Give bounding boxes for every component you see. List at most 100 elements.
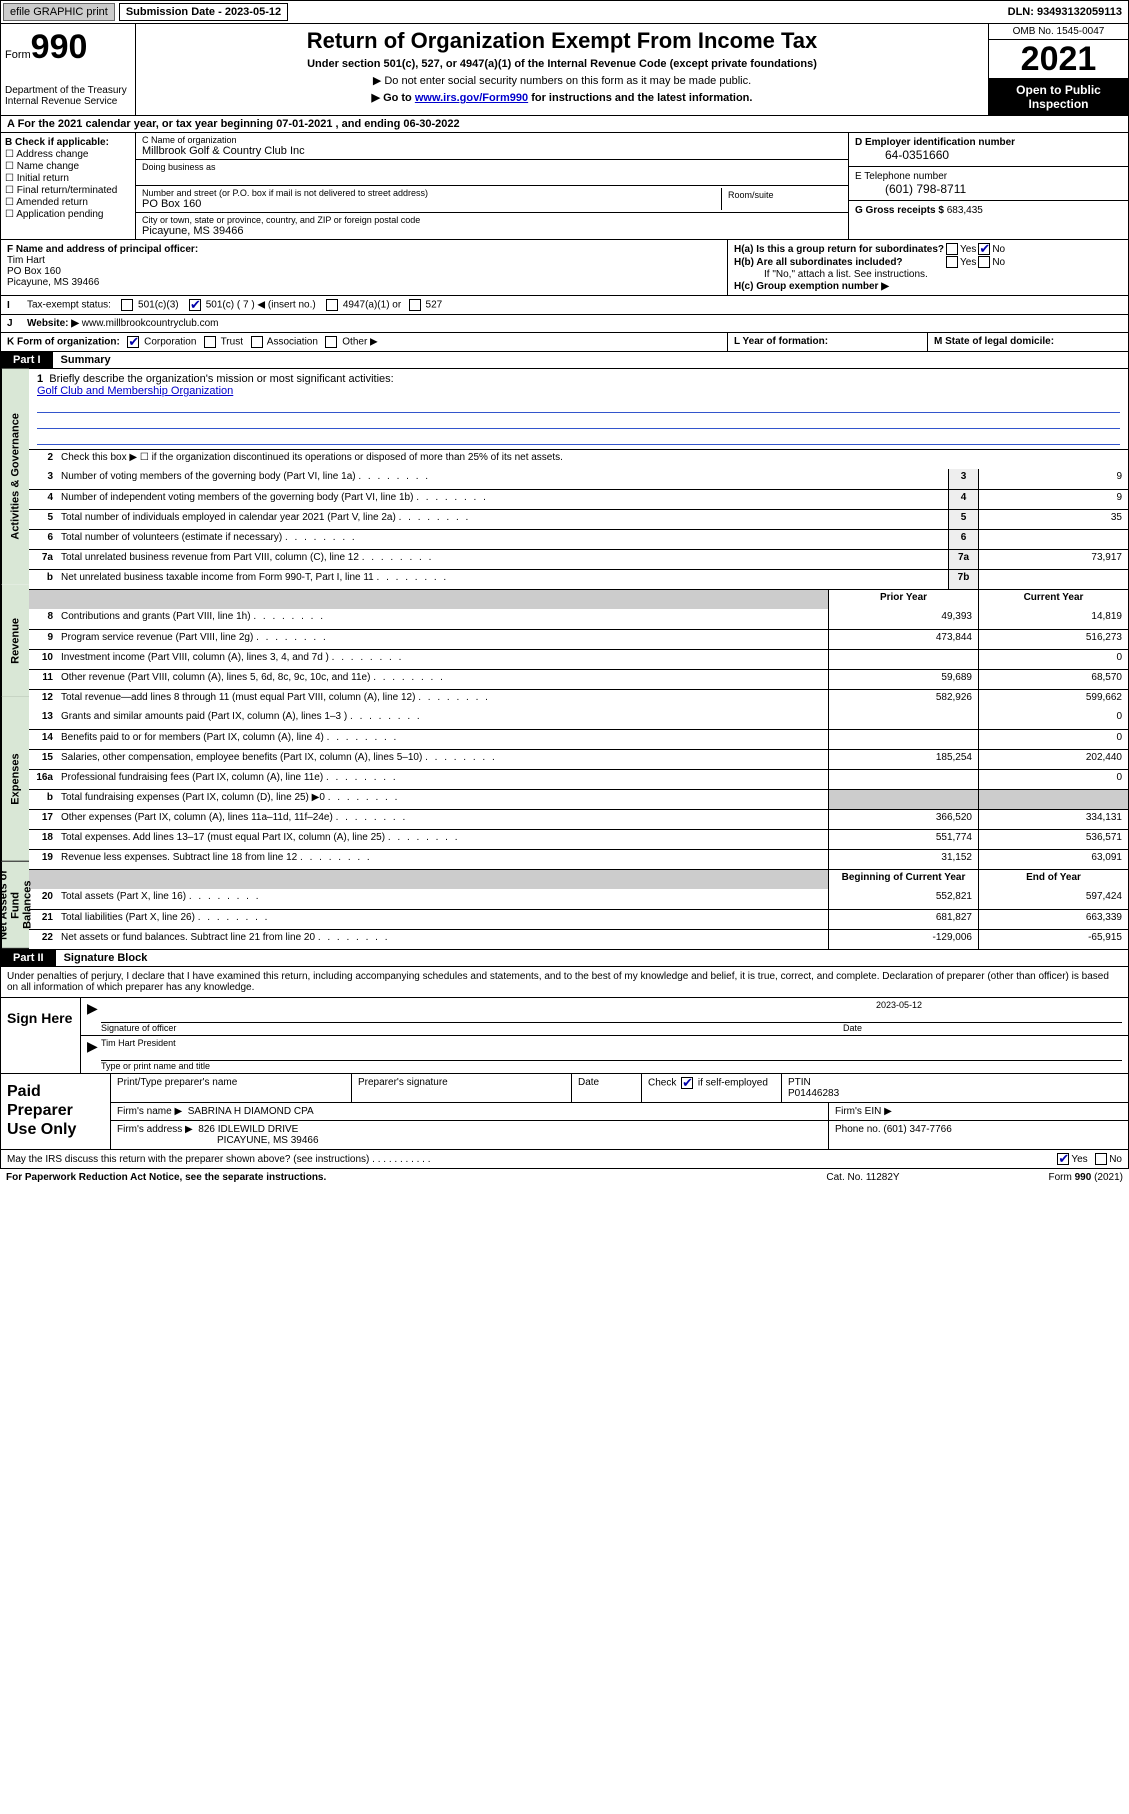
col-h-group: H(a) Is this a group return for subordin… [728, 240, 1128, 295]
exp-line-16a: 16aProfessional fundraising fees (Part I… [29, 769, 1128, 789]
rev-line-10: 10Investment income (Part VIII, column (… [29, 649, 1128, 669]
ha-no-checkbox[interactable] [978, 243, 990, 255]
ha-yes-label: Yes [960, 244, 976, 255]
line-num: 9 [29, 630, 57, 649]
prior-year-val: 366,520 [828, 810, 978, 829]
line-desc: Professional fundraising fees (Part IX, … [57, 770, 828, 789]
irs-discuss-text: May the IRS discuss this return with the… [7, 1154, 369, 1165]
prior-year-val: 59,689 [828, 670, 978, 689]
line-num: 16a [29, 770, 57, 789]
dba-cell: Doing business as [136, 160, 848, 186]
sign-here-block: Sign Here ▶ 2023-05-12 Signature of offi… [0, 998, 1129, 1074]
hb-yes-label: Yes [960, 257, 976, 268]
row-i-label: I [7, 300, 27, 311]
ha-yes-checkbox[interactable] [946, 243, 958, 255]
colhdr-current: Current Year [978, 590, 1128, 609]
prior-year-val: 185,254 [828, 750, 978, 769]
line-num: b [29, 570, 57, 589]
ha-label: H(a) Is this a group return for subordin… [734, 244, 944, 255]
org-name-cell: C Name of organization Millbrook Golf & … [136, 133, 848, 160]
hb-no-checkbox[interactable] [978, 256, 990, 268]
irs-no-checkbox[interactable] [1095, 1153, 1107, 1165]
line-desc: Grants and similar amounts paid (Part IX… [57, 709, 828, 729]
opt-corp: Corporation [144, 337, 196, 348]
dln: DLN: 93493132059113 [1002, 4, 1128, 20]
chk-amended-return[interactable]: ☐ Amended return [5, 197, 131, 208]
rev-line-12: 12Total revenue—add lines 8 through 11 (… [29, 689, 1128, 709]
net-line-20: 20Total assets (Part X, line 16) 552,821… [29, 889, 1128, 909]
line-desc: Total unrelated business revenue from Pa… [57, 550, 948, 569]
line-num: 18 [29, 830, 57, 849]
chk-501c3[interactable] [121, 299, 133, 311]
prep-name-hdr: Print/Type preparer's name [111, 1074, 351, 1102]
line-1-num: 1 [37, 373, 43, 385]
line-desc: Total liabilities (Part X, line 26) [57, 910, 828, 929]
exp-line-b: bTotal fundraising expenses (Part IX, co… [29, 789, 1128, 809]
chk-trust[interactable] [204, 336, 216, 348]
ha-no-label: No [992, 244, 1005, 255]
chk-label-3: Final return/terminated [17, 185, 118, 196]
omb-number: OMB No. 1545-0047 [989, 24, 1128, 40]
chk-address-change[interactable]: ☐ Address change [5, 149, 131, 160]
officer-addr2: Picayune, MS 39466 [7, 277, 721, 288]
form-org-label: K Form of organization: [7, 337, 120, 348]
line-num: 4 [29, 490, 57, 509]
prior-year-val [828, 770, 978, 789]
chk-final-return[interactable]: ☐ Final return/terminated [5, 185, 131, 196]
chk-self-employed[interactable] [681, 1077, 693, 1089]
chk-501c[interactable] [189, 299, 201, 311]
officer-addr1: PO Box 160 [7, 266, 721, 277]
current-year-val: 0 [978, 709, 1128, 729]
prep-check-pre: Check [648, 1078, 679, 1089]
opt-501c3: 501(c)(3) [138, 300, 179, 311]
line-desc: Revenue less expenses. Subtract line 18 … [57, 850, 828, 869]
prep-row-1: Print/Type preparer's name Preparer's si… [111, 1074, 1128, 1103]
mission-rule-3 [37, 431, 1120, 445]
part-1-header: Part I Summary [0, 352, 1129, 369]
current-year-val: 68,570 [978, 670, 1128, 689]
line-desc: Total revenue—add lines 8 through 11 (mu… [57, 690, 828, 709]
line-desc: Investment income (Part VIII, column (A)… [57, 650, 828, 669]
line-val [978, 530, 1128, 549]
chk-4947[interactable] [326, 299, 338, 311]
current-year-val: 663,339 [978, 910, 1128, 929]
irs-yes-checkbox[interactable] [1057, 1153, 1069, 1165]
line-num: 14 [29, 730, 57, 749]
address-row: Number and street (or P.O. box if mail i… [136, 186, 848, 213]
chk-application-pending[interactable]: ☐ Application pending [5, 209, 131, 220]
prior-year-val: -129,006 [828, 930, 978, 949]
current-year-val: 599,662 [978, 690, 1128, 709]
row-i-tax-status: I Tax-exempt status: 501(c)(3) 501(c) ( … [0, 296, 1129, 315]
chk-initial-return[interactable]: ☐ Initial return [5, 173, 131, 184]
gov-line-7a: 7aTotal unrelated business revenue from … [29, 549, 1128, 569]
part-1-title: Summary [53, 352, 119, 368]
chk-association[interactable] [251, 336, 263, 348]
net-line-22: 22Net assets or fund balances. Subtract … [29, 929, 1128, 949]
efile-print-button[interactable]: efile GRAPHIC print [3, 3, 115, 21]
irs-link[interactable]: www.irs.gov/Form990 [415, 92, 528, 104]
mission-link[interactable]: Golf Club and Membership Organization [37, 385, 233, 397]
info-grid: B Check if applicable: ☐ Address change … [0, 133, 1129, 240]
hb-note: If "No," attach a list. See instructions… [734, 269, 1122, 280]
current-year-val: 0 [978, 730, 1128, 749]
hdr-num-shade [29, 590, 57, 609]
chk-527[interactable] [409, 299, 421, 311]
col-d-right: D Employer identification number 64-0351… [848, 133, 1128, 239]
form-subtitle-2: ▶ Do not enter social security numbers o… [144, 74, 980, 87]
ein-cell: D Employer identification number 64-0351… [849, 133, 1128, 167]
firm-name-label: Firm's name ▶ [117, 1106, 182, 1117]
gross-label: G Gross receipts $ [855, 205, 944, 216]
summary-table: Activities & Governance Revenue Expenses… [0, 369, 1129, 950]
col-headers-rev: Prior Year Current Year [29, 589, 1128, 609]
vertical-tabs: Activities & Governance Revenue Expenses… [1, 369, 29, 949]
opt-527: 527 [426, 300, 443, 311]
chk-name-change[interactable]: ☐ Name change [5, 161, 131, 172]
line-desc: Number of voting members of the governin… [57, 469, 948, 489]
firm-addr2: PICAYUNE, MS 39466 [217, 1135, 319, 1146]
prep-selfemp: Check if self-employed [641, 1074, 781, 1102]
chk-corporation[interactable] [127, 336, 139, 348]
gov-line-7b: bNet unrelated business taxable income f… [29, 569, 1128, 589]
chk-other[interactable] [325, 336, 337, 348]
hb-yes-checkbox[interactable] [946, 256, 958, 268]
rev-line-11: 11Other revenue (Part VIII, column (A), … [29, 669, 1128, 689]
